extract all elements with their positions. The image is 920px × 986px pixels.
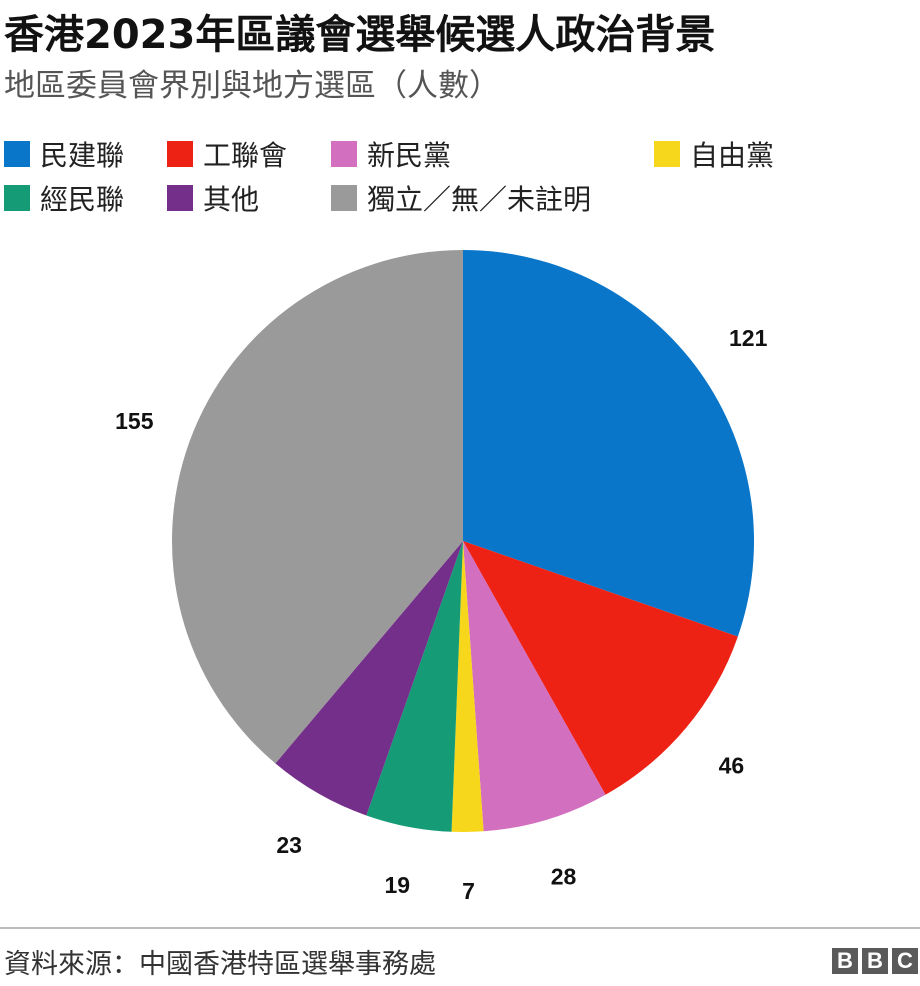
legend-item-liberal: 自由黨	[654, 136, 774, 172]
legend: 民建聯 工聯會 新民黨 自由黨 經民聯 其他 獨立／無／未註明	[4, 136, 904, 226]
legend-item-others: 其他	[167, 180, 259, 216]
slice-value-label: 121	[729, 325, 768, 351]
legend-item-npp: 新民黨	[331, 136, 451, 172]
pie-slice	[463, 541, 738, 795]
legend-swatch	[4, 185, 30, 211]
source-note: 資料來源：中國香港特區選舉事務處	[4, 949, 436, 980]
legend-swatch	[167, 185, 193, 211]
legend-label: 新民黨	[367, 139, 452, 172]
legend-swatch	[4, 141, 30, 167]
pie-chart: 121 46 28 7 19 23 155	[115, 250, 768, 904]
slice-value-label: 46	[719, 753, 745, 779]
legend-swatch	[167, 141, 193, 167]
legend-item-bpa: 經民聯	[4, 180, 124, 216]
bbc-logo: B B C	[832, 948, 918, 974]
slice-value-label: 23	[276, 832, 302, 858]
pie-slice	[366, 541, 463, 832]
slice-value-label: 28	[551, 863, 577, 889]
chart-title: 香港2023年區議會選舉候選人政治背景	[4, 12, 716, 58]
bbc-logo-letter: B	[832, 948, 858, 974]
legend-label: 工聯會	[203, 139, 288, 172]
legend-label: 民建聯	[40, 139, 125, 172]
legend-swatch	[654, 141, 680, 167]
footer-divider	[0, 927, 920, 929]
pie-slice	[275, 541, 463, 816]
slice-value-label: 19	[385, 872, 411, 898]
legend-label: 自由黨	[690, 139, 775, 172]
pie-slice	[463, 250, 755, 637]
legend-item-dab: 民建聯	[4, 136, 124, 172]
legend-item-independent: 獨立／無／未註明	[331, 180, 591, 216]
bbc-logo-letter: C	[892, 948, 918, 974]
legend-swatch	[331, 185, 357, 211]
slice-value-label: 7	[462, 878, 475, 904]
pie-slice	[451, 541, 484, 832]
pie-slice	[171, 250, 464, 764]
legend-item-ftu: 工聯會	[167, 136, 287, 172]
pie-slice	[463, 541, 606, 832]
legend-label: 其他	[203, 183, 260, 216]
legend-swatch	[331, 141, 357, 167]
chart-subtitle: 地區委員會界別與地方選區（人數）	[4, 68, 500, 104]
slice-value-label: 155	[115, 408, 154, 434]
legend-label: 經民聯	[40, 183, 125, 216]
legend-label: 獨立／無／未註明	[367, 183, 592, 216]
bbc-logo-letter: B	[862, 948, 888, 974]
